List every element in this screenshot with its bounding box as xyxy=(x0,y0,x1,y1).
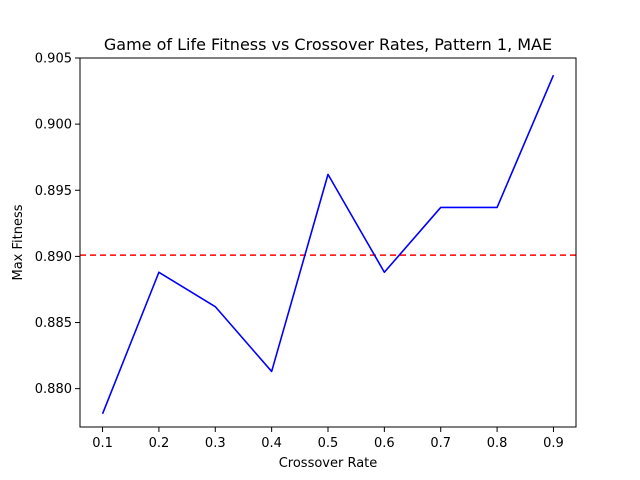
chart-title: Game of Life Fitness vs Crossover Rates,… xyxy=(104,35,552,54)
x-axis-ticks: 0.1 0.2 0.3 0.4 0.5 0.6 0.7 0.8 0.9 xyxy=(92,427,564,451)
x-tick-label: 0.1 xyxy=(92,436,113,451)
x-axis-label: Crossover Rate xyxy=(279,456,378,471)
x-tick-label: 0.4 xyxy=(261,436,282,451)
x-tick-label: 0.3 xyxy=(205,436,226,451)
y-axis-ticks: 0.880 0.885 0.890 0.895 0.900 0.905 xyxy=(35,52,80,397)
plot-area-frame xyxy=(79,57,577,428)
x-tick-label: 0.7 xyxy=(430,436,451,451)
x-tick-label: 0.9 xyxy=(543,436,564,451)
y-axis-label: Max Fitness xyxy=(11,204,26,280)
y-tick-label: 0.890 xyxy=(35,250,72,265)
y-tick-label: 0.885 xyxy=(35,316,72,331)
x-tick-label: 0.2 xyxy=(149,436,170,451)
series-line xyxy=(101,74,555,415)
y-tick-label: 0.905 xyxy=(35,52,72,67)
y-tick-label: 0.900 xyxy=(35,118,72,133)
x-tick-label: 0.5 xyxy=(318,436,339,451)
x-tick-label: 0.8 xyxy=(487,436,508,451)
y-tick-label: 0.895 xyxy=(35,184,72,199)
y-tick-label: 0.880 xyxy=(35,382,72,397)
x-tick-label: 0.6 xyxy=(374,436,395,451)
